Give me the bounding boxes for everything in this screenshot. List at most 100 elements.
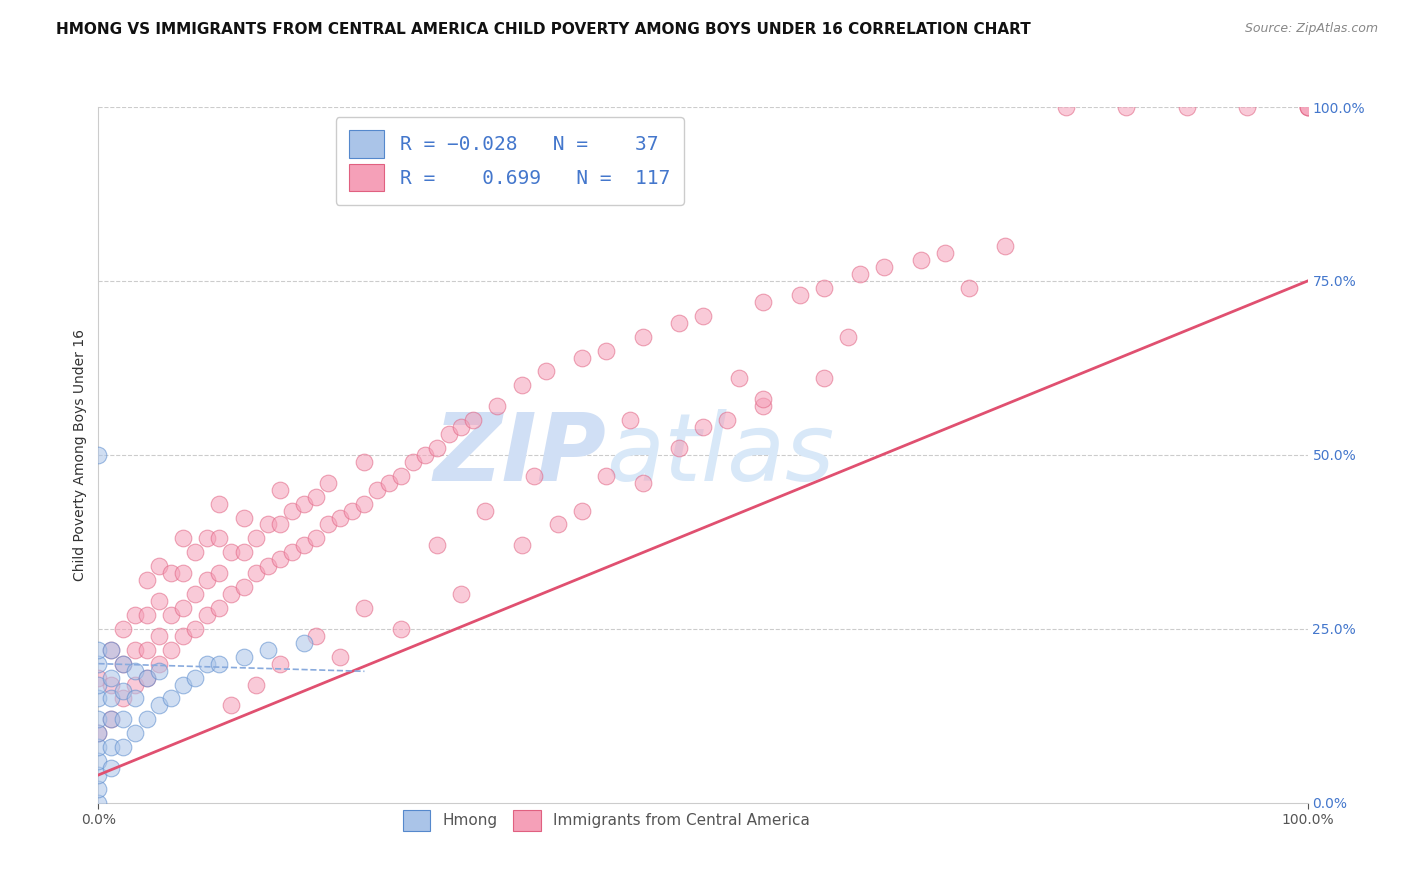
Point xyxy=(523,468,546,483)
Point xyxy=(100,712,122,726)
Point xyxy=(232,649,254,664)
Point xyxy=(413,448,436,462)
Point xyxy=(692,420,714,434)
Point xyxy=(692,309,714,323)
Point xyxy=(245,677,267,691)
Point xyxy=(353,601,375,615)
Point xyxy=(135,671,157,685)
Point xyxy=(269,657,291,671)
Point xyxy=(837,329,859,343)
Point xyxy=(111,691,134,706)
Point xyxy=(668,441,690,455)
Point xyxy=(221,698,243,713)
Point xyxy=(342,503,364,517)
Point xyxy=(172,532,194,546)
Point xyxy=(426,441,449,455)
Point xyxy=(195,532,218,546)
Point xyxy=(208,566,231,581)
Point xyxy=(135,573,157,587)
Point xyxy=(281,545,304,559)
Point xyxy=(111,657,134,671)
Point xyxy=(124,642,146,657)
Point xyxy=(245,566,267,581)
Point xyxy=(1296,100,1319,114)
Point xyxy=(329,510,352,524)
Point xyxy=(534,364,557,378)
Point xyxy=(934,246,956,260)
Point xyxy=(245,532,267,546)
Point xyxy=(100,691,122,706)
Point xyxy=(232,580,254,594)
Point xyxy=(208,497,231,511)
Point xyxy=(208,657,231,671)
Point xyxy=(316,517,339,532)
Point xyxy=(148,594,170,608)
Point xyxy=(172,629,194,643)
Point xyxy=(124,664,146,678)
Point xyxy=(87,677,110,691)
Point xyxy=(1296,100,1319,114)
Point xyxy=(195,573,218,587)
Point xyxy=(510,378,533,392)
Point xyxy=(148,629,170,643)
Point xyxy=(160,691,183,706)
Point xyxy=(1054,100,1077,114)
Point xyxy=(631,329,654,343)
Point xyxy=(208,532,231,546)
Point xyxy=(595,468,617,483)
Point xyxy=(849,267,872,281)
Point xyxy=(87,781,110,796)
Point xyxy=(100,642,122,657)
Point xyxy=(269,483,291,497)
Point xyxy=(87,712,110,726)
Point xyxy=(292,538,315,552)
Text: atlas: atlas xyxy=(606,409,835,500)
Point xyxy=(135,642,157,657)
Point xyxy=(87,448,110,462)
Point xyxy=(148,559,170,574)
Point xyxy=(100,677,122,691)
Text: ZIP: ZIP xyxy=(433,409,606,501)
Point xyxy=(269,517,291,532)
Point xyxy=(148,698,170,713)
Point xyxy=(366,483,388,497)
Text: HMONG VS IMMIGRANTS FROM CENTRAL AMERICA CHILD POVERTY AMONG BOYS UNDER 16 CORRE: HMONG VS IMMIGRANTS FROM CENTRAL AMERICA… xyxy=(56,22,1031,37)
Point xyxy=(87,740,110,755)
Point xyxy=(221,545,243,559)
Point xyxy=(87,671,110,685)
Point xyxy=(510,538,533,552)
Point xyxy=(111,740,134,755)
Point xyxy=(474,503,496,517)
Point xyxy=(184,622,207,636)
Point xyxy=(256,559,278,574)
Point xyxy=(752,392,775,407)
Point xyxy=(631,475,654,490)
Point xyxy=(148,664,170,678)
Point xyxy=(873,260,896,274)
Point xyxy=(87,768,110,782)
Point xyxy=(1296,100,1319,114)
Point xyxy=(292,636,315,650)
Point xyxy=(752,399,775,413)
Y-axis label: Child Poverty Among Boys Under 16: Child Poverty Among Boys Under 16 xyxy=(73,329,87,581)
Point xyxy=(389,468,412,483)
Point xyxy=(172,566,194,581)
Point xyxy=(195,607,218,622)
Point xyxy=(728,371,751,385)
Point xyxy=(389,622,412,636)
Point xyxy=(752,294,775,309)
Point xyxy=(547,517,569,532)
Point xyxy=(195,657,218,671)
Point xyxy=(135,712,157,726)
Point xyxy=(124,607,146,622)
Point xyxy=(87,796,110,810)
Point xyxy=(160,607,183,622)
Point xyxy=(450,420,472,434)
Point xyxy=(100,671,122,685)
Point xyxy=(463,413,485,427)
Point xyxy=(111,684,134,698)
Point xyxy=(100,712,122,726)
Point xyxy=(619,413,641,427)
Point xyxy=(135,607,157,622)
Point xyxy=(269,552,291,566)
